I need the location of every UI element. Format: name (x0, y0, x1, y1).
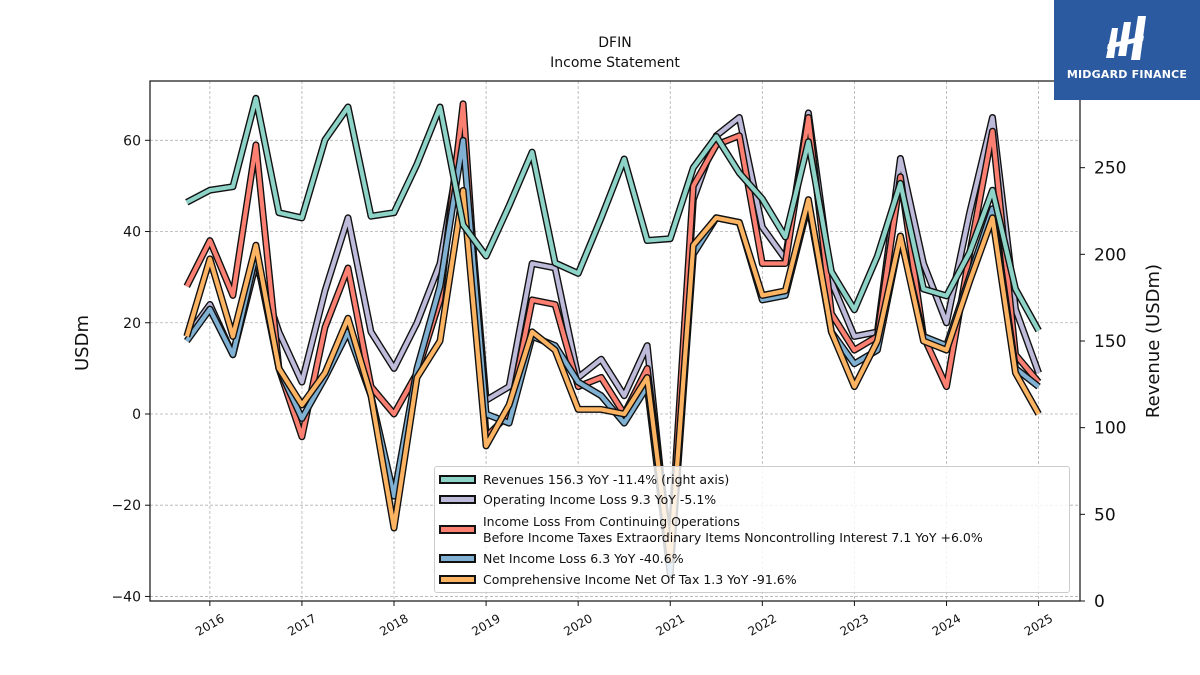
y-axis-left-label: USDm (72, 315, 93, 371)
y-tick-label-left: 20 (123, 316, 141, 332)
plot-frame (149, 80, 1081, 602)
logo: MIDGARD FINANCE (1054, 0, 1200, 100)
x-tick-label: 2018 (377, 611, 410, 638)
y-tick-label-right: 150 (1094, 332, 1126, 352)
legend-label-operating-income: Operating Income Loss 9.3 YoY -5.1% (483, 492, 717, 507)
series-lines (183, 94, 1042, 578)
legend-swatch-net-income (439, 554, 476, 563)
series-line-comprehensive-income-net-of-tax (184, 188, 1041, 563)
legend: Revenues 156.3 YoY -11.4% (right axis) O… (434, 466, 1070, 593)
x-tick-label: 2024 (930, 611, 963, 638)
y-axis-left: −40 −20 0 20 40 60 (111, 133, 150, 605)
x-axis: 2016 2017 2018 2019 2020 2021 2022 2023 2024 2025 (193, 601, 1055, 639)
y-tick-label-left: 40 (123, 225, 141, 241)
y-axis-right-label: Revenue (USDm) (1143, 264, 1164, 418)
legend-label-net-income: Net Income Loss 6.3 YoY -40.6% (483, 551, 684, 566)
y-tick-label-right: 50 (1094, 505, 1116, 525)
x-tick-label: 2023 (838, 611, 871, 638)
y-tick-label-right: 200 (1094, 245, 1126, 265)
y-tick-label-left: 0 (132, 407, 141, 423)
x-tick-label: 2022 (746, 611, 779, 638)
chart-title: DFIN (598, 35, 631, 51)
x-tick-label: 2025 (1022, 611, 1055, 638)
y-tick-label-left: −20 (111, 498, 141, 514)
x-tick-label: 2021 (654, 611, 687, 638)
legend-label-revenues: Revenues 156.3 YoY -11.4% (right axis) (483, 472, 730, 487)
chart-subtitle: Income Statement (550, 55, 680, 71)
y-tick-label-left: −40 (111, 589, 141, 605)
x-tick-label: 2016 (193, 611, 226, 638)
legend-swatch-comprehensive-income (439, 575, 476, 584)
y-tick-label-right: 250 (1094, 159, 1126, 179)
x-tick-label: 2019 (469, 611, 502, 638)
y-tick-label-right: 0 (1094, 592, 1105, 612)
y-tick-label-left: 60 (123, 133, 141, 149)
legend-label-pretax-income-line2: Before Income Taxes Extraordinary Items … (483, 530, 983, 545)
legend-label-pretax-income-line1: Income Loss From Continuing Operations (483, 514, 740, 529)
x-tick-label: 2020 (561, 611, 594, 638)
midgard-logo-icon (1106, 16, 1146, 60)
legend-label-comprehensive-income: Comprehensive Income Net Of Tax 1.3 YoY … (483, 572, 797, 587)
y-axis-right: 0 50 100 150 200 250 (1080, 159, 1126, 612)
y-tick-label-right: 100 (1094, 419, 1126, 439)
logo-text: MIDGARD FINANCE (1066, 68, 1188, 81)
x-tick-label: 2017 (285, 611, 318, 638)
legend-swatch-revenues (439, 475, 476, 484)
legend-swatch-operating-income (439, 495, 476, 504)
legend-swatch-pretax-income (439, 525, 476, 534)
series-line-revenues (185, 96, 1041, 332)
